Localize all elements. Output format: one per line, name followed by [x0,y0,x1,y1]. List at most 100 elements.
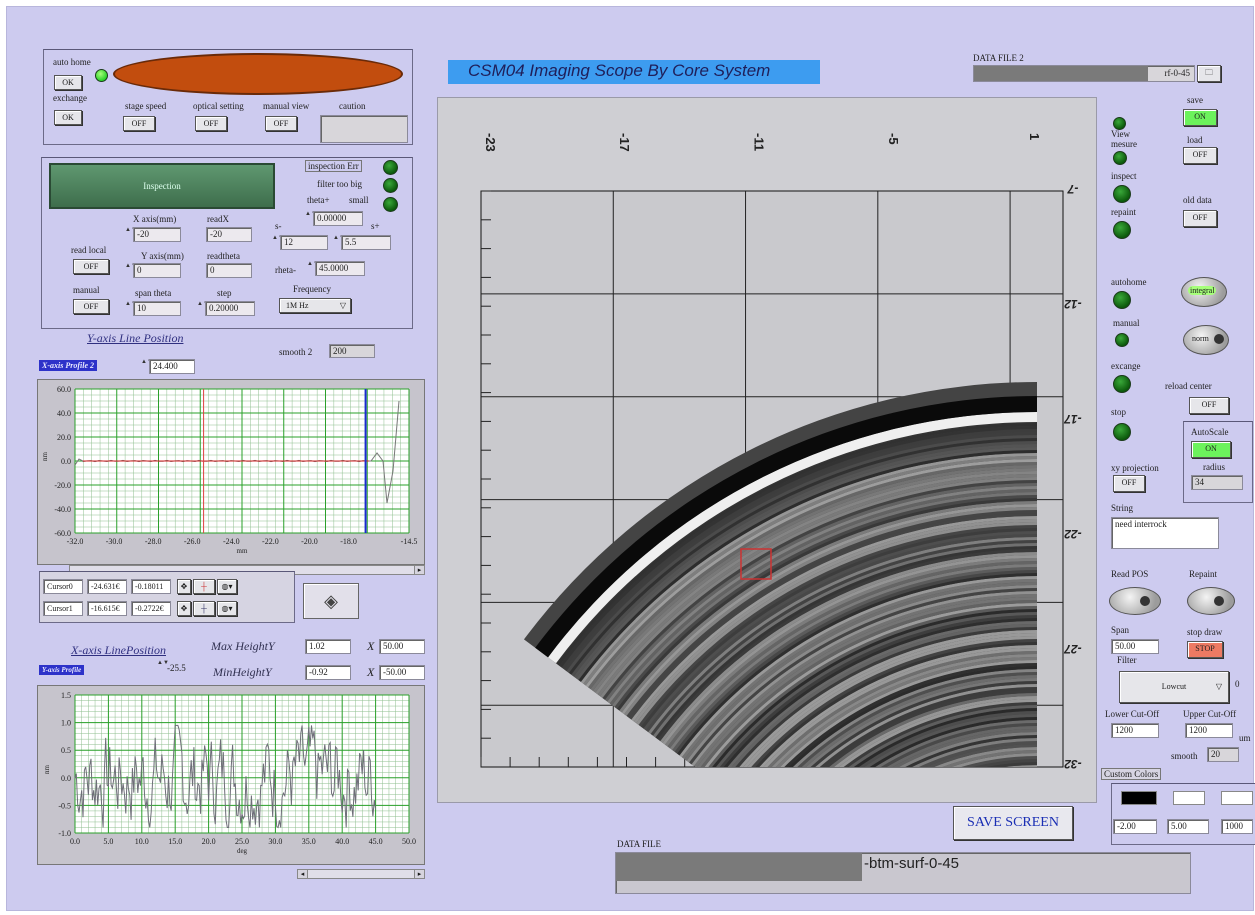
cursor-name[interactable]: Cursor1 [43,601,83,616]
plot2-xtick: 30.0 [268,837,282,846]
lower-cutoff-input[interactable]: 1200 [1111,723,1159,738]
y-axis-stepper[interactable]: ▲▼ [125,263,137,269]
cursor-move-icon[interactable]: ✥ [177,579,191,594]
integral-toggle[interactable]: integral [1181,277,1227,307]
plot1-xtick: -26.0 [184,537,201,546]
cursor-style-icon[interactable]: ┼ [193,579,215,594]
scan-right-tick: -22 [1064,527,1082,541]
smooth2-input[interactable]: 200 [329,344,375,358]
step-stepper[interactable]: ▲▼ [197,301,209,307]
optical-setting-button[interactable]: OFF [195,116,227,131]
string-display[interactable]: need interrock [1111,517,1219,549]
smooth-input[interactable]: 20 [1207,747,1239,762]
theta-input[interactable]: 0.00000 [313,211,363,226]
save-screen-button[interactable]: SAVE SCREEN [953,806,1073,840]
s-minus-stepper[interactable]: ▲▼ [272,235,284,241]
upper-cutoff-label: Upper Cut-Off [1183,709,1237,719]
plot2-xtick: 10.0 [135,837,149,846]
norm-toggle[interactable]: norm [1183,325,1229,355]
plot1-xlabel: mm [237,547,248,555]
max-height-input[interactable]: 1.02 [305,639,351,654]
span-input[interactable]: 50.00 [1111,639,1159,654]
load-button[interactable]: OFF [1183,147,1217,164]
autohome-led [1113,291,1131,309]
cursor-move-pad[interactable]: ◈ [303,583,359,619]
cursor-menu-icon[interactable]: ◍▾ [217,601,237,616]
theta-minus-stepper[interactable]: ▲▼ [307,261,319,267]
upper-cutoff-input[interactable]: 1200 [1185,723,1233,738]
old-data-button[interactable]: OFF [1183,210,1217,227]
stop-draw-button[interactable]: STOP [1187,641,1223,658]
save-toggle[interactable]: ON [1183,109,1217,126]
scan-right-tick: -17 [1063,412,1082,426]
read-local-button[interactable]: OFF [73,259,109,274]
y-profile-scrollbar[interactable]: ◂ ▸ [297,869,425,879]
cursor-move-icon[interactable]: ✥ [177,601,191,616]
color-swatch-black[interactable] [1121,791,1157,805]
y-axis-profile-stepper[interactable]: ▲▼ [157,660,169,666]
exchange-ok-button[interactable]: OK [54,110,82,125]
x-axis-profile-input[interactable]: 24.400 [149,359,195,374]
theta-stepper[interactable]: ▲▼ [305,211,317,217]
scan-image[interactable]: -23 -17 -11 -5 1 -7 -12 -17 -22 -27 -32 [437,97,1097,803]
autoscale-toggle[interactable]: ON [1191,441,1231,458]
cursor-x[interactable]: -16.615€ [87,601,127,616]
color-value-1[interactable]: -2.00 [1113,819,1157,834]
y-axis-input[interactable]: 0 [133,263,181,278]
cursor-menu-icon[interactable]: ◍▾ [217,579,237,594]
xy-projection-button[interactable]: OFF [1113,475,1145,492]
data-file-2-input[interactable]: rf-0-45 [973,65,1195,82]
plot1-xtick: -32.0 [67,537,84,546]
s-plus-input[interactable]: 5.5 [341,235,391,250]
x-min-input[interactable]: -50.00 [379,665,425,680]
step-input[interactable]: 0.20000 [205,301,255,316]
color-value-2[interactable]: 5.00 [1167,819,1209,834]
reload-center-button[interactable]: OFF [1189,397,1229,414]
manual-button[interactable]: OFF [73,299,109,314]
data-file-input[interactable]: -btm-surf-0-45 [615,852,1191,894]
plot1-ytick: 60.0 [57,385,71,394]
color-value-3[interactable]: 1000 [1221,819,1253,834]
theta-minus-input[interactable]: 45.0000 [315,261,365,276]
x-axis-input[interactable]: -20 [133,227,181,242]
span-theta-stepper[interactable]: ▲▼ [125,301,137,307]
cursor-y[interactable]: -0.2722€ [131,601,171,616]
s-plus-stepper[interactable]: ▲▼ [333,235,345,241]
plot1-ytick: -40.0 [54,505,71,514]
cursor-y[interactable]: -0.18011 [131,579,171,594]
frequency-select[interactable]: 1M Hz ▽ [279,298,351,313]
cursor-style-icon[interactable]: ┼ [193,601,215,616]
plot2-ylabel: nm [43,765,51,775]
cursor-x[interactable]: -24.631€ [87,579,127,594]
y-axis-profile-value[interactable]: -25.5 [167,663,186,673]
manual-view-button[interactable]: OFF [265,116,297,131]
auto-home-ok-button[interactable]: OK [54,75,82,90]
color-swatch-white-1[interactable] [1173,791,1205,805]
plot1-xtick: -14.5 [401,537,418,546]
radius-input[interactable]: 34 [1191,475,1243,490]
repaint-button[interactable] [1187,587,1235,615]
x-axis-profile-stepper[interactable]: ▲▼ [141,359,153,365]
x-min-label: X [367,665,375,679]
color-swatch-white-2[interactable] [1221,791,1253,805]
frequency-label: Frequency [293,284,331,294]
cursor-name[interactable]: Cursor0 [43,579,83,594]
x-axis-stepper[interactable]: ▲▼ [125,227,137,233]
plot2-ytick: 0.5 [61,746,71,755]
s-minus-input[interactable]: 12 [280,235,328,250]
stage-speed-button[interactable]: OFF [123,116,155,131]
browse-folder-icon[interactable]: 🗀 [1197,65,1221,82]
min-height-input[interactable]: -0.92 [305,665,351,680]
scan-top-tick: 1 [1027,133,1042,140]
excange-led [1113,375,1131,393]
read-pos-button[interactable] [1109,587,1161,615]
min-height-label: MinHeightY [213,665,272,679]
inspection-button[interactable]: Inspection [49,163,275,209]
app-title: CSM04 Imaging Scope By Core System [448,60,820,84]
manual-view-label: manual view [263,101,310,111]
x-max-input[interactable]: 50.00 [379,639,425,654]
plot2-xtick: 45.0 [369,837,383,846]
lowcut-select[interactable]: Lowcut ▽ [1119,671,1229,703]
smooth-label: smooth [1171,751,1198,761]
span-theta-input[interactable]: 10 [133,301,181,316]
